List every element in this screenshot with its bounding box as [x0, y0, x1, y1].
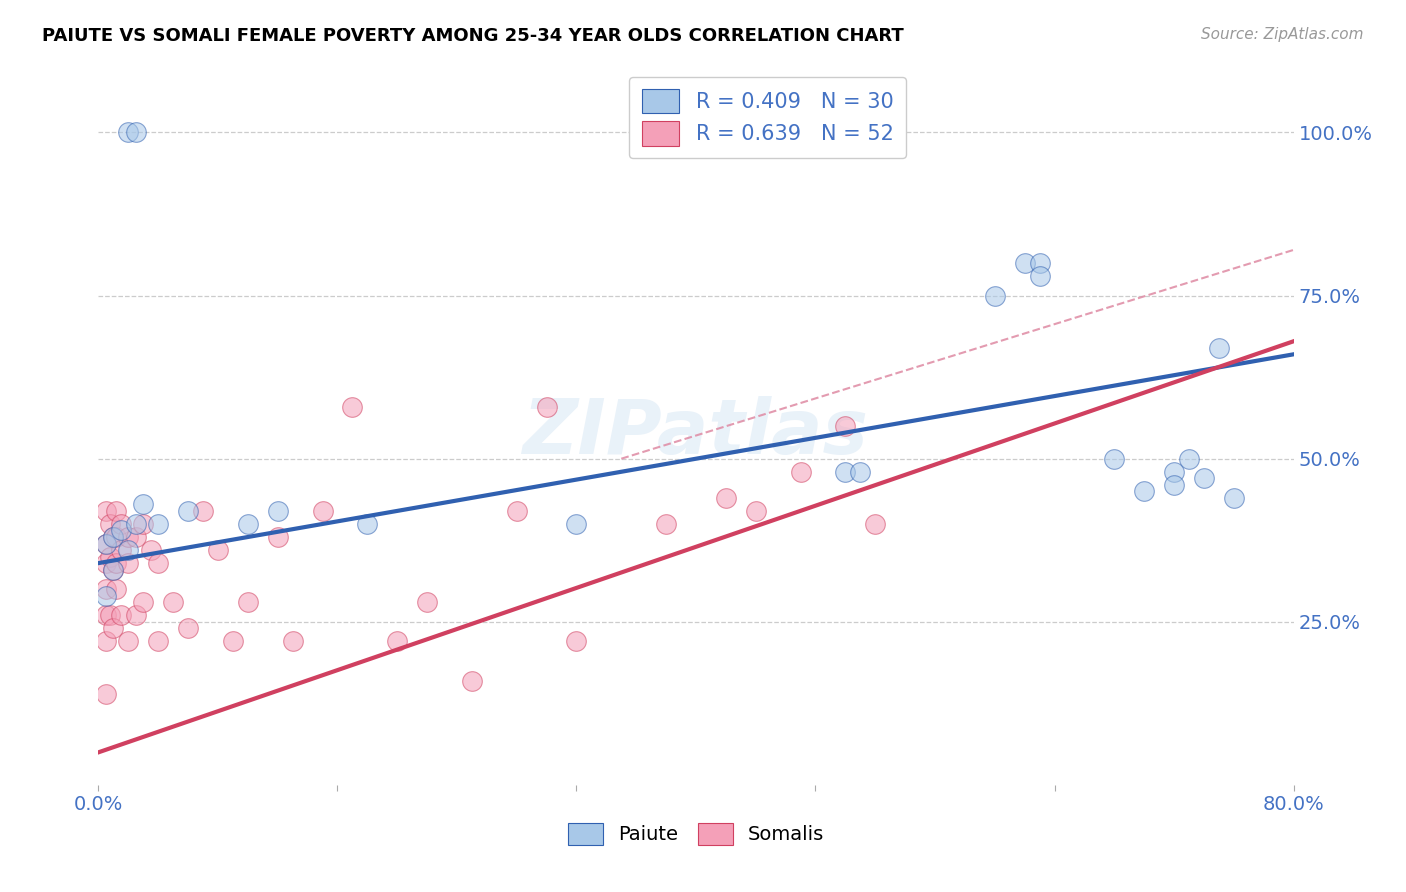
Point [103, 621, 125, 635]
Point [1178, 451, 1201, 466]
Point [110, 516, 132, 531]
Point [565, 516, 588, 531]
Point [94, 634, 117, 648]
Point [1163, 465, 1185, 479]
Point [94, 608, 117, 623]
Point [1028, 268, 1050, 283]
Point [1192, 471, 1215, 485]
Text: PAIUTE VS SOMALI FEMALE POVERTY AMONG 25-34 YEAR OLDS CORRELATION CHART: PAIUTE VS SOMALI FEMALE POVERTY AMONG 25… [42, 27, 904, 45]
Point [849, 465, 872, 479]
Point [105, 530, 128, 544]
Point [356, 516, 378, 531]
Point [105, 504, 128, 518]
Point [461, 673, 484, 688]
Point [125, 608, 148, 623]
Point [789, 465, 811, 479]
Point [1028, 256, 1050, 270]
Point [385, 634, 409, 648]
Point [117, 126, 139, 140]
Point [536, 400, 558, 414]
Point [117, 530, 139, 544]
Point [1014, 256, 1036, 270]
Point [94, 536, 117, 550]
Point [177, 504, 200, 518]
Point [984, 288, 1007, 302]
Point [110, 608, 132, 623]
Point [94, 589, 117, 603]
Legend: Paiute, Somalis: Paiute, Somalis [560, 814, 832, 853]
Point [94, 556, 117, 570]
Point [148, 516, 170, 531]
Point [177, 621, 200, 635]
Point [117, 543, 139, 558]
Point [125, 530, 148, 544]
Point [865, 516, 887, 531]
Point [94, 536, 117, 550]
Point [162, 595, 184, 609]
Point [98, 608, 122, 623]
Point [94, 687, 117, 701]
Text: ZIPatlas: ZIPatlas [523, 396, 869, 469]
Point [834, 465, 856, 479]
Point [714, 491, 737, 505]
Point [117, 556, 139, 570]
Point [105, 556, 128, 570]
Point [148, 556, 170, 570]
Point [1163, 478, 1185, 492]
Point [125, 516, 148, 531]
Point [103, 530, 125, 544]
Point [94, 504, 117, 518]
Point [655, 516, 678, 531]
Point [110, 543, 132, 558]
Point [148, 634, 170, 648]
Point [125, 126, 148, 140]
Point [565, 634, 588, 648]
Point [139, 543, 162, 558]
Point [110, 524, 132, 538]
Point [416, 595, 439, 609]
Point [236, 516, 259, 531]
Point [311, 504, 333, 518]
Point [1208, 341, 1230, 355]
Point [207, 543, 229, 558]
Point [222, 634, 245, 648]
Point [132, 497, 155, 511]
Point [191, 504, 214, 518]
Point [103, 530, 125, 544]
Point [103, 563, 125, 577]
Point [103, 563, 125, 577]
Point [132, 516, 155, 531]
Point [94, 582, 117, 597]
Point [281, 634, 304, 648]
Point [98, 549, 122, 564]
Point [132, 595, 155, 609]
Point [267, 504, 290, 518]
Point [236, 595, 259, 609]
Point [745, 504, 768, 518]
Point [1133, 484, 1156, 499]
Text: Source: ZipAtlas.com: Source: ZipAtlas.com [1201, 27, 1364, 42]
Point [98, 516, 122, 531]
Point [1104, 451, 1126, 466]
Point [834, 419, 856, 434]
Point [105, 582, 128, 597]
Point [1223, 491, 1246, 505]
Point [267, 530, 290, 544]
Point [342, 400, 364, 414]
Point [117, 634, 139, 648]
Point [506, 504, 529, 518]
